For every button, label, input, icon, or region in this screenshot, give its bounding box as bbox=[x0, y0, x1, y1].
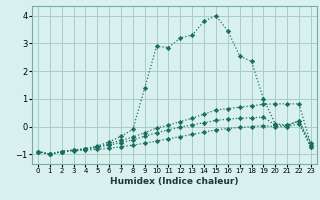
X-axis label: Humidex (Indice chaleur): Humidex (Indice chaleur) bbox=[110, 177, 239, 186]
